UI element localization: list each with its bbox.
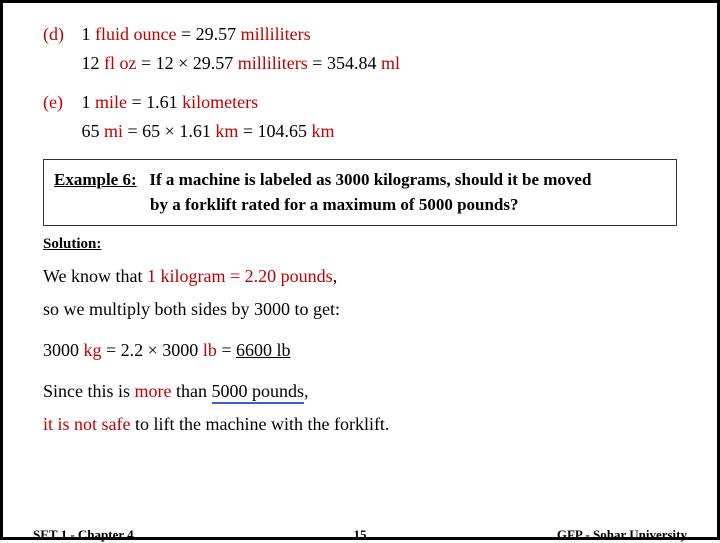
s3-lb: lb [203,340,217,360]
d2-p1: fl oz [104,53,136,73]
e2-p2: = 65 × 1.61 [123,121,215,141]
example-q2: by a forklift rated for a maximum of 500… [54,193,666,218]
d1-p2: = 29.57 [176,24,240,44]
sol-line-5: it is not safe to lift the machine with … [43,411,677,438]
d1-p1: fluid ounce [95,24,176,44]
conversion-d-line2: 12 fl oz = 12 × 29.57 milliliters = 354.… [43,50,677,77]
s3-ans-text: 6600 lb [236,340,291,360]
sol-line-4: Since this is more than 5000 pounds, [43,378,677,405]
label-e: (e) [43,89,77,116]
s5-a: it is not safe [43,414,131,434]
example-title: Example 6: [54,170,137,189]
example-q1: If a machine is labeled as 3000 kilogram… [149,170,591,189]
e1-p2: = 1.61 [127,92,182,112]
s3-ans: 6600 lb [236,340,291,360]
footer-right: GFP - Sohar University [557,527,687,543]
d2-p3: milliliters [238,53,308,73]
page-content: (d) 1 fluid ounce = 29.57 milliliters 12… [3,3,717,438]
s1-a: We know that [43,266,147,286]
solution-label: Solution: [43,236,677,253]
d2-p4: = 354.84 [308,53,381,73]
d2-p2: = 12 × 29.57 [136,53,237,73]
conversion-e-line1: (e) 1 mile = 1.61 kilometers [43,89,677,116]
example-box: Example 6: If a machine is labeled as 30… [43,159,677,226]
s4-5000: 5000 pounds [212,381,305,404]
d1-p3: milliliters [241,24,311,44]
label-d: (d) [43,21,77,48]
s4-b: than [172,381,212,401]
s3-eq: = [217,340,236,360]
spacer2 [43,329,677,337]
d2-p0: 12 [82,53,105,73]
footer-left: SET 1 - Chapter 4 [33,527,134,543]
e1-p3: kilometers [182,92,258,112]
s3-kg: kg [84,340,102,360]
conversion-e-line2: 65 mi = 65 × 1.61 km = 104.65 km [43,118,677,145]
d2-p5: ml [381,53,400,73]
footer-page-number: 15 [354,527,367,543]
s4-c: , [304,381,309,401]
s4-more: more [135,381,172,401]
e1-p0: 1 [82,92,96,112]
s4-a: Since this is [43,381,135,401]
s1-b: 1 kilogram = 2.20 pounds [147,266,333,286]
s3-a: 3000 [43,340,84,360]
sol-line-3: 3000 kg = 2.2 × 3000 lb = 6600 lb [43,337,677,364]
sol-line-1: We know that 1 kilogram = 2.20 pounds, [43,263,677,290]
spacer [43,79,677,89]
e2-p1: mi [104,121,123,141]
conversion-d-line1: (d) 1 fluid ounce = 29.57 milliliters [43,21,677,48]
d1-p0: 1 [82,24,96,44]
spacer3 [43,370,677,378]
e1-p1: mile [95,92,127,112]
s1-c: , [333,266,338,286]
e2-p5: km [312,121,335,141]
e2-p0: 65 [82,121,105,141]
e2-p4: = 104.65 [238,121,311,141]
e2-p3: km [215,121,238,141]
sol-line-2: so we multiply both sides by 3000 to get… [43,296,677,323]
s3-b: = 2.2 × 3000 [102,340,203,360]
s5-b: to lift the machine with the forklift. [131,414,390,434]
